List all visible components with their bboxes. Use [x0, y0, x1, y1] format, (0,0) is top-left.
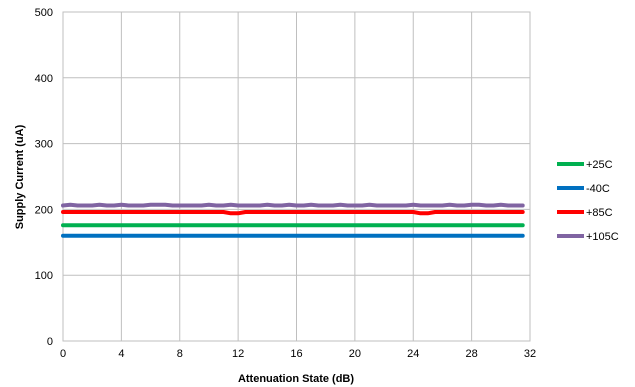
y-tick-label: 100	[35, 270, 53, 282]
legend-label: +25C	[586, 159, 613, 171]
legend: +25C -40C +85C +105C	[557, 159, 619, 243]
tick-labels: 0 4 8 12 16 20 24 28 32 0 100 200 300 400 500	[35, 7, 536, 360]
x-tick-label: 12	[232, 348, 244, 360]
series-lines	[61, 202, 525, 238]
y-axis-title: Supply Current (uA)	[14, 124, 26, 229]
series-line-2	[61, 210, 525, 216]
x-tick-label: 20	[349, 348, 361, 360]
series-line-3	[61, 202, 525, 208]
x-tick-label: 4	[118, 348, 124, 360]
y-tick-label: 400	[35, 73, 53, 85]
y-tick-label: 200	[35, 204, 53, 216]
x-tick-label: 0	[60, 348, 66, 360]
x-tick-label: 28	[466, 348, 478, 360]
x-tick-label: 32	[524, 348, 536, 360]
y-tick-label: 500	[35, 7, 53, 19]
x-tick-label: 16	[290, 348, 302, 360]
x-tick-label: 24	[407, 348, 419, 360]
legend-label: +105C	[586, 231, 619, 243]
y-tick-label: 300	[35, 139, 53, 151]
legend-label: -40C	[586, 183, 610, 195]
x-axis-title: Attenuation State (dB)	[238, 373, 354, 385]
legend-label: +85C	[586, 207, 613, 219]
x-tick-label: 8	[177, 348, 183, 360]
y-tick-label: 0	[47, 336, 53, 348]
grid-lines	[63, 12, 530, 341]
